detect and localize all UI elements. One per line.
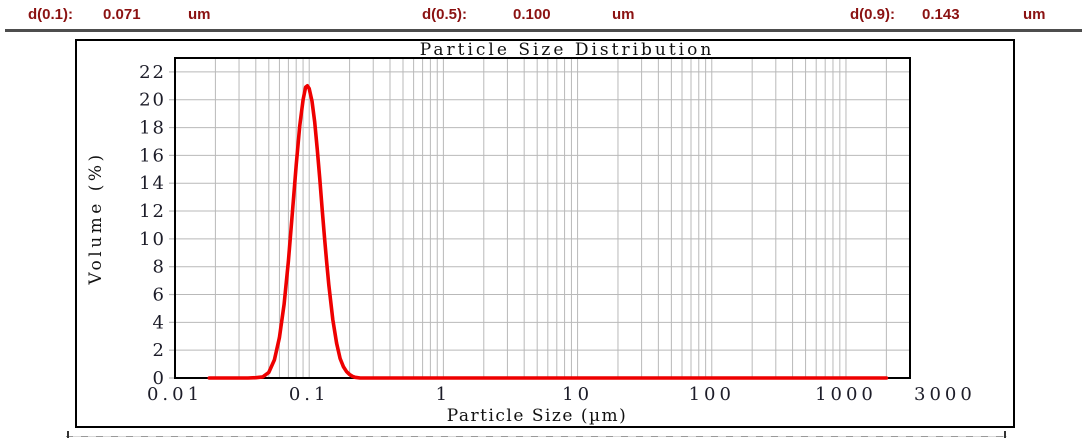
header-divider bbox=[5, 29, 1082, 32]
d90-value: 0.143 bbox=[922, 6, 960, 23]
d90-label: d(0.9): bbox=[850, 6, 895, 23]
y-tick-label: 4 bbox=[153, 312, 166, 333]
y-tick-label: 12 bbox=[139, 201, 166, 222]
particle-size-distribution-chart: 0 2 4 6 8 10 12 14 16 18 20 22 0.01 0.1 1 10 100 1000 3000… bbox=[86, 41, 976, 426]
y-tick-label: 2 bbox=[153, 340, 166, 361]
y-tick-label: 8 bbox=[153, 257, 166, 278]
d10-value: 0.071 bbox=[103, 6, 141, 23]
d50-value: 0.100 bbox=[513, 6, 551, 23]
y-tick-label: 20 bbox=[139, 90, 166, 111]
chart-frame: 0 2 4 6 8 10 12 14 16 18 20 22 0.01 0.1 1 10 100 1000 3000… bbox=[75, 39, 1015, 428]
d10-label: d(0.1): bbox=[28, 6, 73, 23]
plot-border bbox=[174, 57, 911, 379]
x-tick-label: 0.1 bbox=[289, 384, 330, 405]
next-section-cutoff-line bbox=[66, 436, 1007, 437]
d50-label: d(0.5): bbox=[422, 6, 467, 23]
x-tick-label: 10 bbox=[562, 384, 593, 405]
distribution-curve bbox=[207, 83, 889, 380]
d10-unit: um bbox=[188, 6, 211, 23]
x-tick-label: 3000 bbox=[914, 384, 976, 405]
y-tick-label: 0 bbox=[153, 368, 166, 389]
y-tick-label: 14 bbox=[139, 173, 166, 194]
x-tick-label: 0.01 bbox=[147, 384, 203, 405]
next-section-cutoff-tick bbox=[67, 431, 69, 438]
y-tick-label: 18 bbox=[139, 118, 166, 139]
y-axis-title: Volume (%) bbox=[86, 151, 106, 285]
x-tick-label: 100 bbox=[689, 384, 735, 405]
y-tick-label: 16 bbox=[139, 145, 166, 166]
d90-unit: um bbox=[1023, 6, 1046, 23]
x-tick-label: 1 bbox=[436, 384, 451, 405]
y-tick-label: 6 bbox=[153, 285, 166, 306]
y-tick-label: 22 bbox=[139, 62, 166, 83]
y-tick-label: 10 bbox=[139, 229, 166, 250]
next-section-cutoff-tick bbox=[1004, 431, 1006, 438]
x-axis-title: Particle Size (µm) bbox=[447, 406, 628, 426]
chart-title: Particle Size Distribution bbox=[420, 41, 715, 60]
d50-unit: um bbox=[612, 6, 635, 23]
x-tick-label: 1000 bbox=[815, 384, 877, 405]
